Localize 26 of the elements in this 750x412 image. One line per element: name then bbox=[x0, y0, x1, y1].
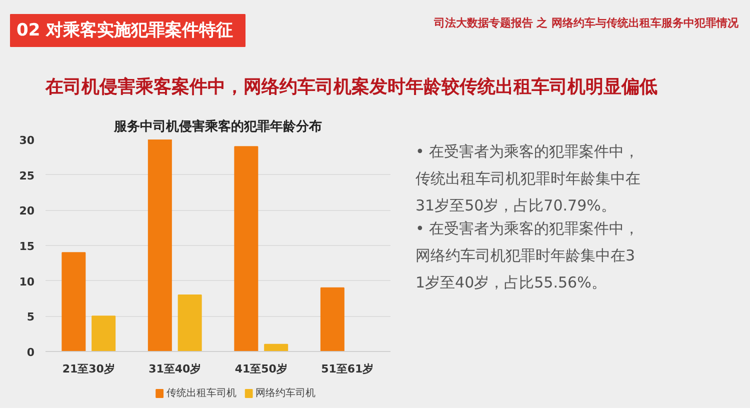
legend-label: 传统出租车司机 bbox=[166, 387, 236, 399]
x-tick-label: 51至61岁 bbox=[321, 362, 374, 376]
y-tick-label: 10 bbox=[19, 275, 35, 288]
y-tick-label: 15 bbox=[19, 240, 35, 253]
chart-title: 服务中司机侵害乘客的犯罪年龄分布 bbox=[113, 118, 322, 134]
bar bbox=[92, 316, 116, 352]
y-tick-label: 30 bbox=[19, 134, 35, 147]
text: 司法大数据专题报告 之 网络约车与传统出租车服务中犯罪情况 bbox=[432, 16, 740, 30]
y-tick-label: 5 bbox=[26, 310, 34, 324]
bar bbox=[234, 146, 258, 352]
x-tick-label: 21至30岁 bbox=[62, 362, 115, 376]
legend-label: 网络约车司机 bbox=[256, 387, 316, 399]
text: 在司机侵害乘客案件中，网络约车司机案发时年龄较传统出租车司机明显偏低 bbox=[44, 76, 658, 98]
y-tick-label: 25 bbox=[19, 169, 35, 182]
bar bbox=[264, 344, 288, 352]
bar bbox=[62, 252, 86, 352]
x-tick-label: 41至50岁 bbox=[234, 362, 288, 376]
bar bbox=[178, 294, 202, 352]
bar bbox=[148, 140, 172, 352]
y-tick-label: 0 bbox=[26, 346, 35, 359]
text: • 在受害者为乘客的犯罪案件中，网络约车司机犯罪时年龄集中在31岁至40岁，占比55.56%。 bbox=[416, 220, 640, 292]
x-tick-label: 31至40岁 bbox=[148, 362, 202, 376]
text: 02 对乘客实施犯罪案件特征 bbox=[16, 20, 234, 40]
text: • 在受害者为乘客的犯罪案件中，传统出租车司机犯罪时年龄集中在31岁至50岁，占比70.79%。 bbox=[416, 142, 640, 214]
bar bbox=[320, 287, 344, 352]
y-tick-label: 20 bbox=[19, 204, 35, 218]
